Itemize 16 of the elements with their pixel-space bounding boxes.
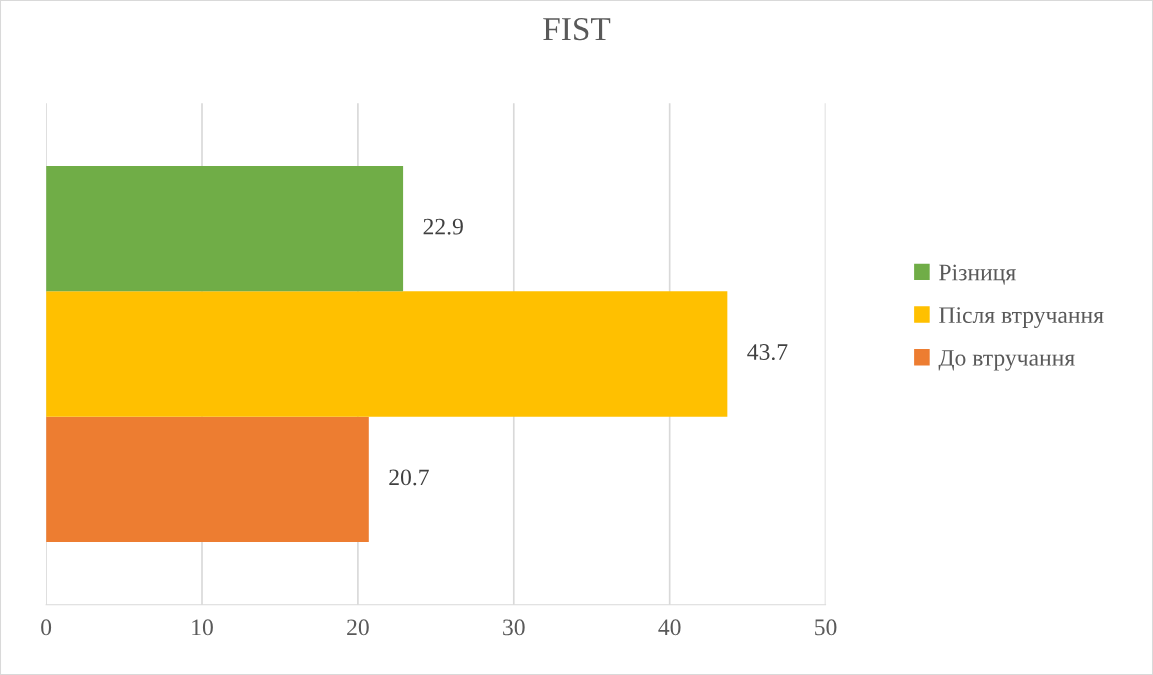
x-tick-label: 0 [41,619,52,636]
x-tick-label: 10 [192,619,213,636]
bar [46,165,404,292]
chart-title: FIST [543,17,611,41]
legend-label: Після втручання [939,307,1104,328]
x-tick-label: 20 [347,619,369,636]
data-label: 43.7 [747,344,788,361]
legend-label: До втручання [938,350,1075,371]
data-label: 22.9 [423,218,463,235]
x-tick-label: 40 [658,619,681,636]
x-tick-label: 30 [503,619,525,636]
bar [46,416,369,543]
data-label: 20.7 [389,469,429,486]
x-tick-label: 50 [815,619,837,636]
bar [46,291,728,417]
legend-label: Різниця [939,264,1016,285]
